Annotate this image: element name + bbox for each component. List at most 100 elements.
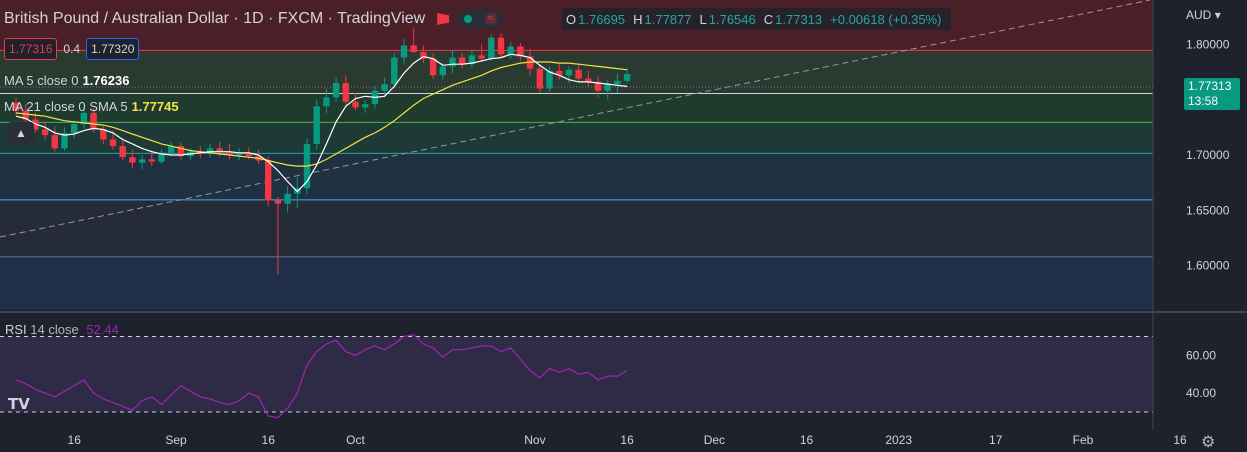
candle-body: [342, 83, 349, 102]
candle-body: [400, 45, 408, 58]
rsi-line: [15, 333, 628, 419]
last-price-tag: 1.77313 13:58: [1184, 78, 1240, 110]
buy-button[interactable]: 1.77320: [86, 38, 140, 60]
ma21-line: [15, 61, 628, 167]
candle-body: [604, 84, 611, 91]
candle-body: [158, 152, 165, 162]
rsi-tick-label: 60.00: [1186, 348, 1216, 362]
candle-body: [623, 74, 631, 81]
gear-icon[interactable]: ⚙: [1201, 434, 1216, 451]
candle-body: [429, 58, 437, 76]
rsi-bg: [0, 312, 1153, 447]
market-status-pill[interactable]: ≈: [457, 10, 504, 28]
candle-body: [138, 159, 146, 163]
candle-body: [565, 69, 573, 76]
fib-zone: [0, 122, 1153, 154]
candle-body: [575, 69, 582, 79]
candle-body: [459, 57, 466, 65]
candle-body: [71, 124, 78, 133]
fib-zone: [0, 256, 1153, 310]
flag-icon[interactable]: [437, 13, 450, 25]
sell-button[interactable]: 1.77316: [4, 38, 58, 60]
candle-body: [90, 112, 97, 130]
rsi-tick-label: 40.00: [1186, 386, 1216, 400]
bid-ask: 1.77316 0.4 1.77320: [4, 38, 140, 60]
bar-countdown: 13:58: [1188, 94, 1219, 108]
time-tick-label: 16: [620, 433, 634, 447]
ohlc-key: L: [699, 11, 707, 27]
candle-body: [381, 84, 388, 91]
time-tick-label: 16: [1173, 433, 1187, 447]
candle-body: [536, 68, 543, 89]
price-tick-label: 1.65000: [1186, 203, 1230, 217]
time-tick-label: 16: [800, 433, 814, 447]
candle-body: [362, 104, 369, 108]
candle-body: [556, 70, 563, 76]
candle-body: [478, 55, 485, 59]
candle-body: [594, 81, 602, 91]
ma5-legend[interactable]: MA 5 close 0 1.76236: [4, 73, 129, 88]
candle-body: [12, 102, 20, 111]
chevron-up-icon: ▲: [15, 126, 27, 140]
time-tick-label: 16: [262, 433, 276, 447]
ma21-value: 1.77745: [131, 99, 179, 114]
collapse-legend-button[interactable]: ▲: [8, 122, 34, 144]
ma5-line: [15, 53, 628, 193]
candle-body: [332, 83, 340, 98]
ma5-label: MA 5 close 0: [4, 73, 79, 88]
candle-body: [507, 46, 514, 55]
ohlc-value: 1.76695: [578, 11, 626, 27]
candle-body: [468, 55, 476, 65]
ohlc-readout: O 1.76695 H 1.77877 L 1.76546 C 1.77313 +0.0…: [562, 8, 952, 30]
candle-body: [352, 101, 359, 108]
candle-body: [410, 45, 417, 53]
symbol-title[interactable]: British Pound / Australian Dollar · 1D ·…: [4, 10, 426, 27]
price-tick-label: 1.80000: [1186, 37, 1230, 51]
price-tick-label: 1.60000: [1186, 259, 1230, 273]
candle-body: [168, 146, 175, 153]
tradingview-logo-icon[interactable]: TV: [8, 395, 30, 413]
currency-label: AUD: [1186, 8, 1212, 22]
chevron-down-icon: ▾: [1214, 8, 1221, 22]
fib-zone: [0, 93, 1153, 123]
candle-body: [80, 112, 88, 124]
ma5-value: 1.76236: [82, 73, 130, 88]
rsi-legend[interactable]: RSI 14 close 52.44: [5, 322, 119, 337]
candle-body: [226, 151, 233, 155]
candle-body: [517, 46, 524, 57]
last-price: 1.77313: [1188, 79, 1232, 93]
candle-body: [420, 52, 427, 59]
candle-body: [265, 160, 272, 201]
rsi-value: 52.44: [86, 322, 119, 337]
candle-body: [119, 146, 126, 158]
ma21-legend[interactable]: MA 21 close 0 SMA 5 1.77745: [4, 99, 179, 114]
time-tick-label: Dec: [704, 433, 725, 447]
trendline: [0, 0, 1153, 238]
rsi-label: RSI: [5, 322, 27, 337]
axes: 1.800001.750001.700001.650001.6000060.00…: [68, 0, 1230, 447]
ohlc-key: C: [763, 11, 774, 27]
time-tick-label: 16: [68, 433, 82, 447]
candle-body: [216, 148, 223, 152]
candle-body: [439, 66, 446, 76]
time-tick-label: 2023: [885, 433, 912, 447]
rsi-band: [0, 336, 1153, 413]
symbol-header[interactable]: British Pound / Australian Dollar · 1D ·…: [4, 7, 504, 31]
time-tick-label: Feb: [1073, 433, 1094, 447]
candle-body: [614, 80, 621, 85]
candle-body: [22, 110, 29, 120]
candle-body: [488, 37, 495, 59]
candle-body: [497, 37, 505, 55]
time-tick-label: Oct: [346, 433, 365, 447]
time-tick-label: 17: [989, 433, 1003, 447]
candle-body: [391, 57, 398, 85]
currency-selector[interactable]: AUD ▾: [1186, 8, 1221, 22]
candle-body: [585, 78, 592, 82]
candle-body: [245, 152, 252, 157]
candle-body: [100, 129, 107, 140]
ohlc-value: 1.76546: [708, 11, 756, 27]
fib-zone: [0, 153, 1153, 200]
change-value: +0.00618 (+0.35%): [830, 11, 942, 27]
trendline-segment: [0, 0, 1151, 238]
